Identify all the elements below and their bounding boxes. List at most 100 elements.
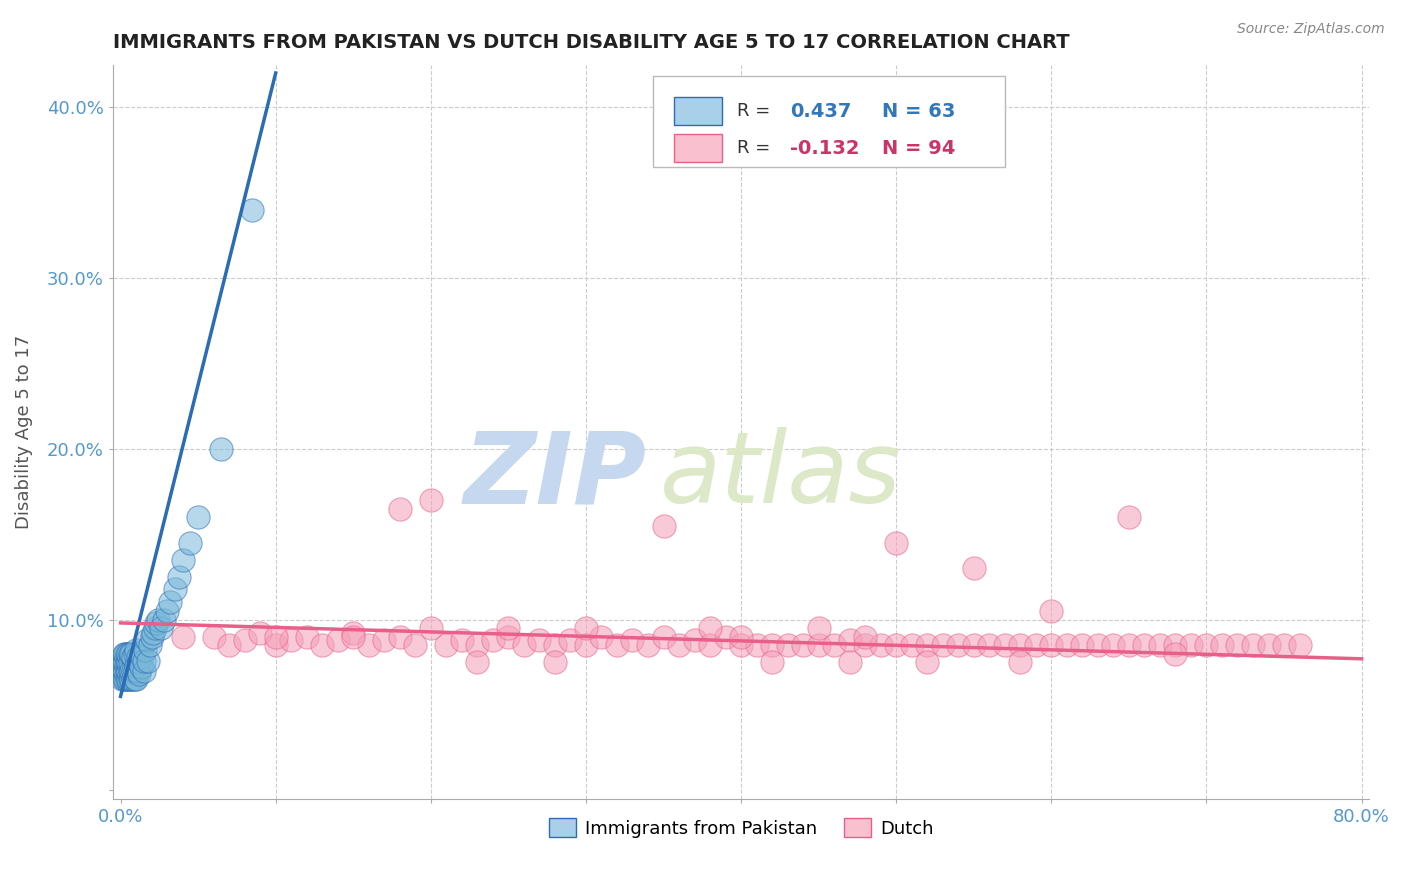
Text: R =: R = [737, 139, 776, 158]
Point [419, 621, 441, 635]
Point [138, 653, 160, 667]
Text: R =: R = [737, 103, 776, 120]
Point [1164, 647, 1187, 661]
FancyBboxPatch shape [675, 135, 723, 162]
Point [1010, 655, 1032, 669]
Point [125, 643, 148, 657]
Point [467, 638, 489, 652]
Text: IMMIGRANTS FROM PAKISTAN VS DUTCH DISABILITY AGE 5 TO 17 CORRELATION CHART: IMMIGRANTS FROM PAKISTAN VS DUTCH DISABI… [112, 33, 1070, 52]
Point [761, 638, 783, 652]
Point [884, 638, 907, 652]
Text: Source: ZipAtlas.com: Source: ZipAtlas.com [1237, 22, 1385, 37]
Point [209, 442, 232, 456]
Point [591, 630, 613, 644]
Point [529, 633, 551, 648]
Point [112, 655, 135, 669]
Point [143, 621, 166, 635]
Point [932, 638, 955, 652]
Point [404, 638, 426, 652]
Point [146, 613, 169, 627]
Y-axis label: Disability Age 5 to 17: Disability Age 5 to 17 [15, 334, 32, 529]
Point [1056, 638, 1078, 652]
Point [807, 621, 830, 635]
Point [127, 664, 149, 678]
Point [900, 638, 922, 652]
Point [730, 638, 752, 652]
Point [357, 638, 380, 652]
Point [122, 650, 145, 665]
Point [1025, 638, 1047, 652]
Point [115, 655, 138, 669]
Point [117, 673, 139, 687]
Point [132, 653, 155, 667]
Point [544, 655, 567, 669]
Point [135, 633, 157, 648]
Point [187, 510, 209, 524]
Point [172, 630, 194, 644]
Point [1118, 638, 1140, 652]
Point [134, 643, 156, 657]
FancyBboxPatch shape [654, 76, 1005, 168]
Point [513, 638, 536, 652]
Point [373, 633, 395, 648]
Point [342, 626, 364, 640]
Point [172, 553, 194, 567]
Point [1226, 638, 1249, 652]
Point [776, 638, 799, 652]
Point [342, 630, 364, 644]
Point [544, 638, 567, 652]
Point [1102, 638, 1125, 652]
Point [467, 655, 489, 669]
Point [1180, 638, 1202, 652]
Point [326, 633, 349, 648]
Point [139, 638, 162, 652]
Text: 0.437: 0.437 [790, 102, 852, 120]
Point [114, 655, 136, 669]
Point [792, 638, 814, 652]
Point [125, 673, 148, 687]
Point [853, 630, 876, 644]
Point [823, 638, 845, 652]
Point [1087, 638, 1109, 652]
Point [117, 664, 139, 678]
Text: ZIP: ZIP [464, 427, 647, 524]
Point [156, 604, 179, 618]
Point [114, 647, 136, 661]
Point [560, 633, 582, 648]
Point [761, 655, 783, 669]
Point [132, 664, 155, 678]
Point [1241, 638, 1264, 652]
Point [242, 202, 264, 217]
Point [621, 633, 644, 648]
Point [388, 501, 411, 516]
Point [264, 638, 287, 652]
Point [1164, 638, 1187, 652]
Point [1288, 638, 1310, 652]
Point [202, 630, 225, 644]
Point [118, 673, 141, 687]
Point [1010, 638, 1032, 652]
Point [112, 647, 135, 661]
Point [1272, 638, 1295, 652]
Point [120, 673, 142, 687]
Point [118, 647, 141, 661]
Point [482, 633, 505, 648]
Point [807, 638, 830, 652]
Point [1040, 638, 1063, 652]
Point [115, 647, 138, 661]
Point [131, 650, 153, 665]
Point [450, 633, 472, 648]
Point [668, 638, 690, 652]
Point [575, 638, 598, 652]
Point [838, 655, 860, 669]
Point [114, 673, 136, 687]
Text: N = 94: N = 94 [882, 139, 955, 158]
Point [745, 638, 768, 652]
Point [233, 633, 256, 648]
Point [149, 621, 172, 635]
Point [117, 647, 139, 661]
Point [153, 613, 176, 627]
Point [963, 638, 986, 652]
Point [128, 667, 150, 681]
Point [419, 493, 441, 508]
